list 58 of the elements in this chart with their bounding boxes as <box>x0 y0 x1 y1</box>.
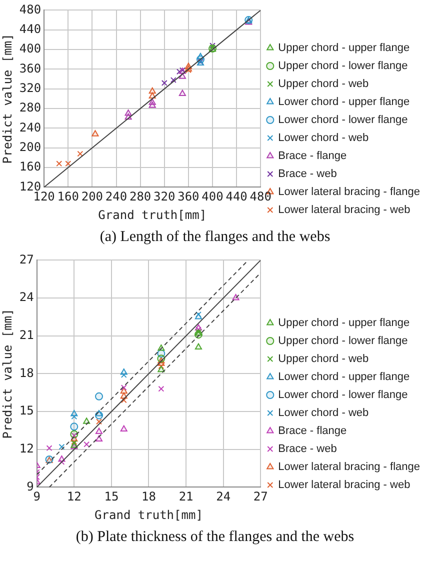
y-tick-label: 12 <box>19 441 34 456</box>
y-tick-label: 400 <box>19 42 42 56</box>
x-tick-label: 480 <box>250 190 272 204</box>
legend-label: Lower chord - upper flange <box>278 96 410 108</box>
text: (b) Plate thickness of the flanges and the webs <box>76 528 354 545</box>
text: (a) Length of the flanges and the webs <box>100 228 330 245</box>
y-axis-title: Predict value [mm] <box>0 34 14 164</box>
legend-label: Lower lateral bracing - flange <box>278 186 420 198</box>
legend-label: Lower chord - web <box>278 132 369 144</box>
x-tick-label: 360 <box>178 190 200 204</box>
x-tick-label: 12 <box>66 490 82 504</box>
x-tick-label: 320 <box>154 190 176 204</box>
x-tick-label: 15 <box>104 490 119 504</box>
x-tick-label: 120 <box>33 190 55 204</box>
legend-label: Upper chord - web <box>278 353 369 366</box>
y-tick-label: 240 <box>19 120 42 134</box>
x-tick-label: 21 <box>178 490 194 504</box>
x-axis-title: Grand truth[mm] <box>94 508 203 522</box>
legend-label: Lower chord - lower flange <box>278 389 408 402</box>
x-tick-label: 280 <box>129 190 152 204</box>
legend-label: Lower chord - upper flange <box>278 371 410 384</box>
y-tick-label: 21 <box>19 328 34 342</box>
legend-label: Lower lateral bracing - flange <box>278 461 420 474</box>
y-tick-label: 18 <box>19 366 34 380</box>
y-tick-label: 200 <box>19 140 42 154</box>
legend-label: Upper chord - lower flange <box>278 335 408 348</box>
y-tick-label: 27 <box>19 252 34 266</box>
legend-label: Upper chord - upper flange <box>278 317 410 330</box>
y-tick-label: 440 <box>19 22 42 36</box>
legend-label: Upper chord - lower flange <box>278 60 408 72</box>
x-tick-label: 400 <box>202 190 224 204</box>
x-tick-label: 24 <box>216 490 231 504</box>
legend-label: Lower chord - web <box>278 407 369 420</box>
y-tick-label: 320 <box>19 80 42 95</box>
y-tick-label: 24 <box>19 290 34 304</box>
y-tick-label: 480 <box>19 2 42 16</box>
legend-label: Upper chord - upper flange <box>278 42 410 54</box>
legend-label: Lower lateral bracing - web <box>278 479 410 492</box>
x-tick-label: 240 <box>105 190 128 204</box>
y-tick-label: 9 <box>26 479 34 494</box>
y-axis-title: Predict value [mm] <box>0 308 14 439</box>
y-tick-label: 360 <box>19 61 42 76</box>
legend-label: Brace - flange <box>278 150 347 162</box>
legend-label: Lower lateral bracing - web <box>278 204 410 216</box>
x-tick-label: 160 <box>57 190 79 204</box>
legend-label: Brace - flange <box>278 425 347 438</box>
x-tick-label: 18 <box>142 490 156 504</box>
x-tick-label: 440 <box>226 190 248 204</box>
x-tick-label: 200 <box>81 190 104 204</box>
y-tick-label: 160 <box>19 160 42 174</box>
legend-label: Brace - web <box>278 168 337 180</box>
x-tick-label: 27 <box>253 490 268 504</box>
legend-label: Upper chord - web <box>278 78 369 90</box>
x-axis-title: Grand truth[mm] <box>98 208 207 222</box>
legend-label: Lower chord - lower flange <box>278 114 408 126</box>
y-tick-label: 15 <box>19 404 34 418</box>
y-tick-label: 280 <box>19 100 42 115</box>
legend-label: Brace - web <box>278 443 337 456</box>
